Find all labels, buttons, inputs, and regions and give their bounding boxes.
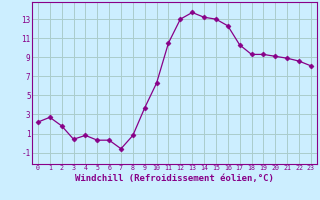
X-axis label: Windchill (Refroidissement éolien,°C): Windchill (Refroidissement éolien,°C) (75, 174, 274, 183)
